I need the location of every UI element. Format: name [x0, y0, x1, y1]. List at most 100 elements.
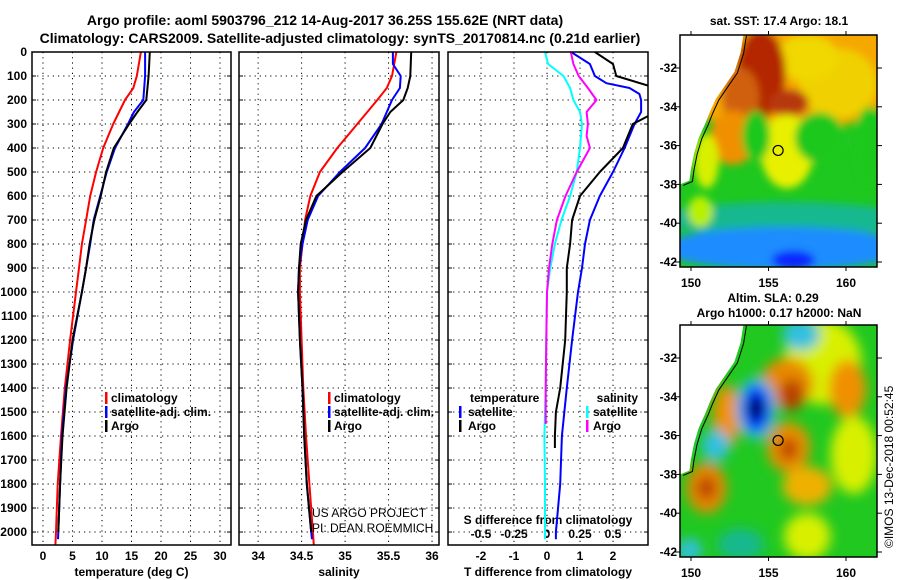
x-tick-label: 1	[577, 549, 584, 563]
legend-item: satellite-adj. clim.	[334, 405, 434, 419]
secondary-x-tick-label: -0.5	[471, 527, 492, 541]
series-line-salinity-satellite	[543, 52, 583, 540]
lon-tick-label: 160	[836, 276, 856, 290]
timestamp: ©IMOS 13-Dec-2018 00:52:45	[882, 385, 896, 548]
map2-title-line-1: Altim. SLA: 0.29	[727, 291, 819, 305]
lat-tick-label: -38	[660, 177, 678, 191]
profile-panel-2: 34 34.5 35 35.5 36 salinity climatologysatelli…	[238, 51, 440, 579]
legend-swatch	[459, 406, 462, 418]
y-tick-label: 700	[7, 213, 27, 227]
x-tick-label: 15	[125, 549, 139, 563]
secondary-x-tick-label: -0.25	[500, 527, 528, 541]
map-anomaly-blob	[779, 437, 798, 461]
y-tick-label: 600	[7, 189, 27, 203]
map-anomaly-blob	[782, 466, 833, 506]
lat-tick-label: -34	[660, 390, 678, 404]
legend-swatch	[328, 406, 331, 418]
map-color-field	[680, 325, 877, 557]
legend-swatch	[586, 420, 589, 432]
legend-item: satellite-adj. clim.	[111, 405, 211, 419]
map-anomaly-blob	[694, 133, 719, 189]
map-anomaly-blob	[830, 416, 877, 494]
legend-swatch	[586, 406, 589, 418]
profile-panel-1: 0100200300400500600700800900100011001200…	[0, 45, 232, 579]
plot-frame	[31, 51, 232, 546]
plot-area	[239, 52, 439, 545]
map2-title-line-2: Argo h1000: 0.17 h2000: NaN	[697, 306, 862, 320]
land-mask	[680, 35, 744, 185]
lat-tick-label: -32	[660, 351, 678, 365]
map-anomaly-blob	[742, 110, 771, 162]
x-axis-label: temperature (deg C)	[74, 565, 188, 579]
map-field	[680, 325, 877, 557]
legend-swatch	[328, 420, 331, 432]
y-tick-label: 1200	[0, 333, 27, 347]
lat-tick-label: -40	[660, 506, 678, 520]
map-anomaly-blob	[748, 396, 764, 421]
map-anomaly-blob	[680, 201, 877, 237]
series-line-argo	[297, 52, 413, 533]
plot-frame	[238, 51, 440, 546]
series-line-climatology	[54, 52, 142, 545]
lat-tick-label: -36	[660, 139, 678, 153]
map1-title: sat. SST: 17.4 Argo: 18.1	[710, 14, 849, 28]
lat-tick-label: -38	[660, 467, 678, 481]
isobath-line	[682, 35, 748, 186]
map-anomaly-blob	[697, 476, 716, 500]
x-axis-label: T difference from climatology	[464, 565, 632, 579]
x-tick-label: 0	[544, 549, 551, 563]
y-tick-label: 1300	[0, 357, 27, 371]
map-anomaly-blob	[794, 112, 845, 164]
plot-area	[448, 52, 648, 545]
legend-title-temperature: temperature	[470, 391, 540, 405]
x-tick-label: 35.5	[377, 549, 401, 563]
x-tick-label: 30	[213, 549, 227, 563]
legend-swatch	[105, 406, 108, 418]
secondary-x-axis-label: S difference from climatology	[464, 513, 633, 527]
legend-item: Argo	[111, 419, 139, 433]
x-tick-label: 10	[95, 549, 109, 563]
map-anomaly-blob	[717, 528, 764, 557]
lat-tick-label: -36	[660, 429, 678, 443]
land-mask	[680, 325, 744, 475]
legend-item: Argo	[468, 419, 496, 433]
map-anomaly-blob	[784, 513, 831, 557]
x-tick-label: 20	[154, 549, 168, 563]
x-tick-label: 36	[425, 549, 439, 563]
x-tick-label: 0	[40, 549, 47, 563]
lon-tick-label: 155	[758, 276, 778, 290]
y-tick-label: 200	[7, 93, 27, 107]
legend-item: satellite	[593, 405, 638, 419]
y-tick-label: 1100	[1, 309, 27, 323]
map-anomaly-blob	[779, 379, 805, 411]
legend-item: Argo	[593, 419, 621, 433]
map-anomaly-blob	[782, 325, 820, 351]
lon-tick-label: 150	[681, 276, 701, 290]
secondary-x-tick-label: 0.25	[568, 527, 592, 541]
legend-swatch	[328, 392, 331, 404]
series-line-salinity-argo	[544, 52, 598, 424]
map-anomaly-blob	[680, 227, 877, 267]
profile-location-marker	[772, 144, 784, 157]
x-axis-label: salinity	[318, 565, 360, 579]
title-line-2: Climatology: CARS2009. Satellite-adjuste…	[40, 30, 641, 46]
x-tick-label: -2	[476, 549, 487, 563]
legend-swatch	[105, 420, 108, 432]
series-line-temperature-satellite	[554, 52, 643, 540]
plot-frame	[447, 51, 649, 546]
map-anomaly-blob	[771, 250, 815, 267]
series-group	[297, 52, 413, 545]
map-anomaly-blob	[853, 106, 877, 185]
legend-item: climatology	[111, 391, 178, 405]
x-tick-label: 34.5	[290, 549, 314, 563]
lon-tick-label: 155	[758, 566, 778, 580]
y-tick-label: 1800	[0, 477, 27, 491]
lat-tick-label: -42	[660, 255, 678, 269]
credit-line-1: US ARGO PROJECT	[312, 506, 427, 520]
lon-tick-label: 150	[681, 566, 701, 580]
profile-location-marker	[772, 434, 784, 447]
y-tick-label: 1000	[0, 285, 27, 299]
